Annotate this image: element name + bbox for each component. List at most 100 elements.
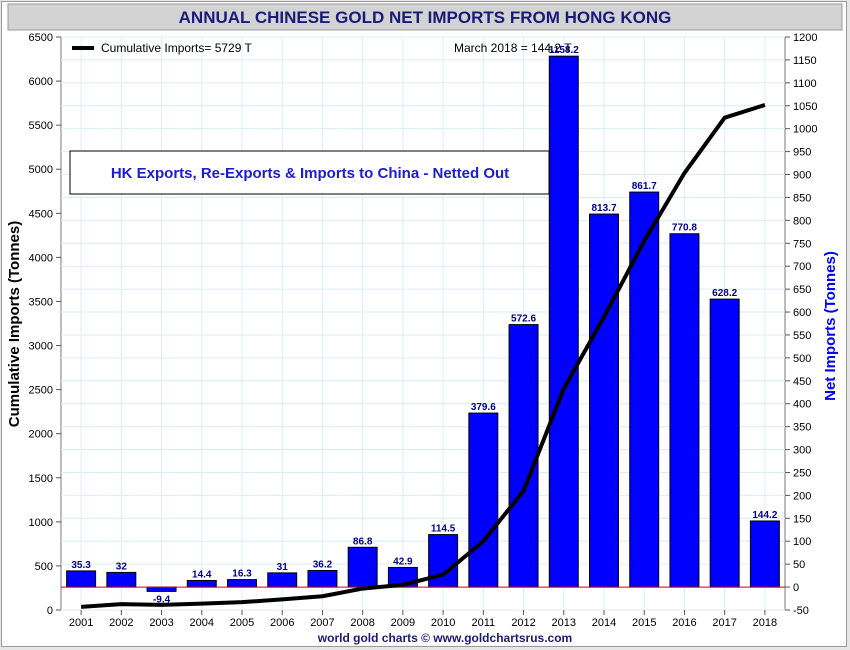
bar-value-label: 16.3 — [232, 569, 252, 580]
right-tick-label: 100 — [793, 536, 811, 548]
x-tick-label: 2015 — [632, 617, 656, 629]
x-tick-label: 2006 — [270, 617, 294, 629]
x-tick-label: 2013 — [552, 617, 576, 629]
right-tick-label: 900 — [793, 170, 811, 182]
x-tick-label: 2005 — [230, 617, 254, 629]
bar-value-label: 144.2 — [752, 510, 777, 521]
bar-labels: 35.3 32 -9.4 14.4 16.3 31 36.2 86.8 42.9 114.5 379… — [71, 45, 777, 605]
bar — [589, 213, 619, 588]
bar — [227, 579, 257, 588]
bar-value-label: 31 — [277, 562, 289, 573]
right-tick-label: 400 — [793, 399, 811, 411]
right-tick-label: 0 — [793, 582, 799, 594]
bar — [709, 298, 740, 588]
latest-note: March 2018 = 144.2 T — [454, 41, 572, 55]
right-tick-label: 950 — [793, 147, 811, 159]
x-tick-label: 2002 — [109, 617, 133, 629]
bar — [347, 546, 378, 588]
bar-value-label: 861.7 — [632, 181, 657, 192]
bar — [508, 324, 539, 588]
bar-value-label: 770.8 — [672, 223, 697, 234]
bar-value-label: -9.4 — [153, 594, 171, 605]
bar — [267, 572, 298, 588]
left-axis-title: Cumulative Imports (Tonnes) — [6, 221, 23, 427]
right-tick-label: 550 — [793, 330, 811, 342]
bar-value-label: 32 — [116, 561, 128, 572]
right-tick-label: -50 — [793, 605, 809, 617]
right-tick-label: 1050 — [793, 101, 817, 113]
right-tick-label: 700 — [793, 261, 811, 273]
right-tick-label: 150 — [793, 513, 811, 525]
bar — [186, 579, 217, 588]
x-tick-label: 2017 — [712, 617, 736, 629]
x-tick-label: 2004 — [190, 617, 214, 629]
bar — [669, 233, 700, 588]
bar-value-label: 572.6 — [511, 314, 536, 325]
left-tick-label: 1000 — [29, 517, 53, 529]
right-tick-label: 1150 — [793, 55, 817, 67]
x-tick-label: 2016 — [672, 617, 696, 629]
left-tick-label: 0 — [47, 605, 53, 617]
x-tick-label: 2014 — [592, 617, 616, 629]
right-tick-label: 200 — [793, 490, 811, 502]
bar — [106, 571, 137, 588]
left-tick-label: 1500 — [29, 473, 53, 485]
right-tick-label: 250 — [793, 467, 811, 479]
left-tick-label: 6000 — [29, 76, 53, 88]
right-tick-label: 450 — [793, 376, 811, 388]
left-tick-label: 4500 — [29, 208, 53, 220]
title-banner — [7, 3, 843, 31]
left-axis: 0 500 1000 1500 2000 2500 3000 3500 4000 4500 5000… — [29, 32, 61, 617]
right-axis: -50 0 50 100 150 200 250 300 350 400 450 500 550 600 6… — [785, 32, 817, 617]
x-tick-label: 2012 — [511, 617, 535, 629]
right-tick-label: 600 — [793, 307, 811, 319]
bar-value-label: 114.5 — [431, 524, 456, 535]
bar-value-label: 35.3 — [71, 560, 91, 571]
grid — [61, 36, 785, 611]
bar — [749, 520, 780, 588]
left-tick-label: 3500 — [29, 296, 53, 308]
bar — [146, 586, 177, 592]
x-tick-label: 2018 — [753, 617, 777, 629]
left-tick-label: 6500 — [29, 32, 53, 44]
bar-value-label: 1158.2 — [549, 45, 579, 56]
right-tick-label: 1100 — [793, 78, 817, 90]
bar — [66, 570, 97, 588]
x-tick-label: 2003 — [149, 617, 173, 629]
bar — [307, 569, 338, 588]
cumulative-line — [80, 103, 766, 609]
left-tick-label: 5500 — [29, 120, 53, 132]
right-tick-label: 650 — [793, 284, 811, 296]
left-tick-label: 2500 — [29, 385, 53, 397]
bar — [629, 191, 660, 588]
chart-title: ANNUAL CHINESE GOLD NET IMPORTS FROM HON… — [179, 8, 672, 27]
legend-label: Cumulative Imports= 5729 T — [101, 41, 253, 55]
right-tick-label: 1200 — [793, 32, 817, 44]
right-axis-title: Net Imports (Tonnes) — [822, 251, 839, 401]
left-tick-label: 5000 — [29, 164, 53, 176]
bar-value-label: 36.2 — [313, 559, 333, 570]
left-tick-label: 500 — [35, 561, 53, 573]
left-tick-label: 4000 — [29, 252, 53, 264]
bar-value-label: 86.8 — [353, 536, 373, 547]
bar-value-label: 813.7 — [591, 203, 616, 214]
bar-value-label: 42.9 — [393, 556, 413, 567]
bar — [548, 55, 579, 588]
subtitle: HK Exports, Re-Exports & Imports to Chin… — [111, 165, 509, 182]
x-tick-label: 2010 — [431, 617, 455, 629]
left-tick-label: 2000 — [29, 429, 53, 441]
x-axis: 2001 2002 2003 2004 2005 2006 2007 2008 2009 2010… — [69, 610, 777, 629]
footer-credit: world gold charts © www.goldchartsrus.co… — [317, 631, 572, 645]
right-tick-label: 800 — [793, 215, 811, 227]
x-tick-label: 2011 — [472, 617, 496, 629]
right-tick-label: 850 — [793, 192, 811, 204]
bar — [468, 412, 499, 588]
subtitle-box — [69, 150, 550, 195]
bar-value-label: 379.6 — [471, 402, 496, 413]
x-tick-label: 2008 — [350, 617, 374, 629]
right-tick-label: 500 — [793, 353, 811, 365]
x-tick-label: 2009 — [391, 617, 415, 629]
right-tick-label: 750 — [793, 238, 811, 250]
left-tick-label: 3000 — [29, 341, 53, 353]
